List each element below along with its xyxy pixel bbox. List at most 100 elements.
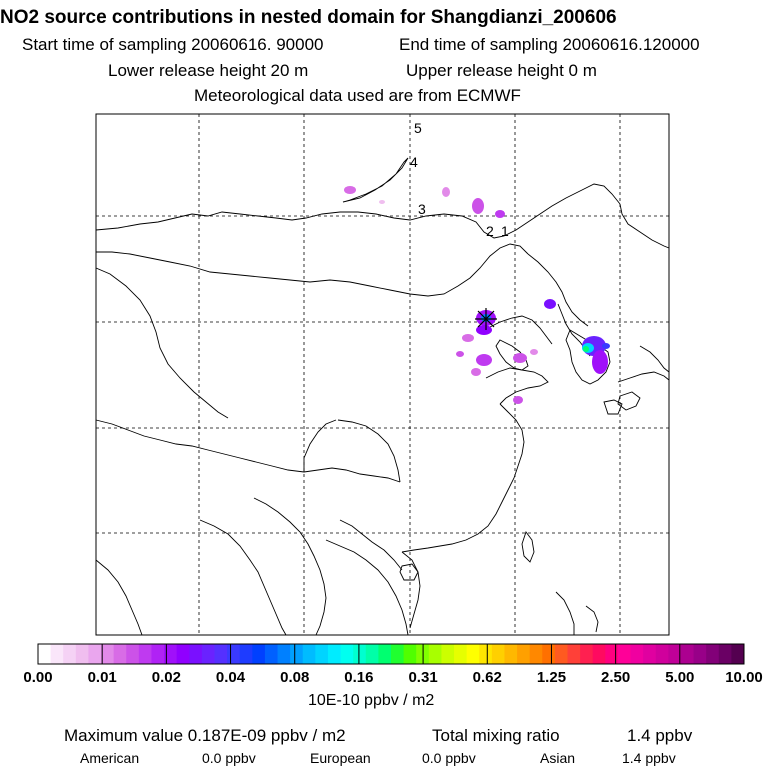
start-time-label: Start time of sampling 20060616. 90000 <box>22 35 324 54</box>
colorbar-tick-label: 0.00 <box>23 669 53 686</box>
colorbar-swatch <box>655 644 669 664</box>
colorbar-swatch <box>580 644 594 664</box>
asian-label: Asian <box>540 750 576 766</box>
plume-blob <box>513 396 523 404</box>
map-frame <box>95 113 670 636</box>
colorbar-swatch <box>189 644 203 664</box>
receptor-marker <box>475 308 497 330</box>
colorbar-swatch <box>277 644 291 664</box>
plume-blob <box>544 299 556 309</box>
colorbar-swatch <box>126 644 140 664</box>
colorbar-swatch <box>353 644 367 664</box>
colorbar-swatch <box>239 644 253 664</box>
colorbar <box>37 643 745 665</box>
colorbar-swatch <box>605 644 619 664</box>
colorbar-swatch <box>592 644 606 664</box>
end-time-label: End time of sampling 20060616.120000 <box>399 35 700 54</box>
plume-blob <box>456 351 464 357</box>
plume-blob <box>592 350 608 374</box>
colorbar-swatch <box>554 644 568 664</box>
european-value: 0.0 ppbv <box>422 750 476 766</box>
contour-label-3: 3 <box>418 201 426 217</box>
colorbar-swatch <box>340 644 354 664</box>
plume-blob <box>462 334 474 342</box>
colorbar-tick-label: 10.00 <box>725 669 763 686</box>
plume-blob <box>442 187 450 197</box>
colorbar-tick-label: 2.50 <box>601 669 631 686</box>
maximum-value: Maximum value 0.187E-09 ppbv / m2 <box>64 726 346 745</box>
colorbar-swatch <box>668 644 682 664</box>
plume-blob <box>471 368 481 376</box>
colorbar-swatch <box>227 644 241 664</box>
colorbar-tick-label: 0.62 <box>472 669 502 686</box>
colorbar-swatch <box>75 644 89 664</box>
colorbar-swatch <box>264 644 279 664</box>
trajectory-labels: 5 4 3 2 1 <box>410 120 509 239</box>
american-label: American <box>80 750 140 766</box>
colorbar-swatch <box>542 644 556 664</box>
colorbar-swatch <box>731 644 745 664</box>
map-title: NO2 source contributions in nested domai… <box>0 7 617 28</box>
plume-blob <box>513 353 527 363</box>
colorbar-tick-label: 0.04 <box>215 669 246 686</box>
colorbar-swatch <box>176 644 190 664</box>
plume-blob <box>344 186 356 194</box>
colorbar-swatch <box>315 644 329 664</box>
colorbar-swatch <box>617 644 632 664</box>
colorbar-swatch <box>252 644 266 664</box>
meteorological-data-label: Meteorological data used are from ECMWF <box>194 86 521 105</box>
colorbar-swatch <box>378 644 392 664</box>
colorbar-swatch <box>504 644 518 664</box>
contour-label-5: 5 <box>414 120 422 136</box>
colorbar-swatch <box>290 644 304 664</box>
colorbar-swatch <box>113 644 127 664</box>
plume-blob <box>476 325 492 335</box>
american-value: 0.0 ppbv <box>202 750 256 766</box>
graticule <box>96 114 669 635</box>
colorbar-swatch <box>327 644 342 664</box>
colorbar-swatch <box>88 644 102 664</box>
colorbar-swatch <box>214 644 228 664</box>
colorbar-swatch <box>479 644 493 664</box>
colorbar-swatch <box>201 644 215 664</box>
contour-label-1: 1 <box>501 223 509 239</box>
colorbar-swatch <box>706 644 720 664</box>
colorbar-swatch <box>302 644 316 664</box>
total-mixing-ratio-value: 1.4 ppbv <box>627 726 693 745</box>
colorbar-tick-label: 0.31 <box>408 669 438 686</box>
plume-blob <box>472 198 484 214</box>
colorbar-swatch <box>567 644 581 664</box>
colorbar-tick-label: 0.02 <box>151 669 181 686</box>
colorbar-tick-label: 0.16 <box>344 669 374 686</box>
european-label: European <box>310 750 371 766</box>
colorbar-swatch <box>441 644 455 664</box>
plume-blob <box>476 354 492 366</box>
colorbar-swatch <box>38 644 52 664</box>
colorbar-swatch <box>365 644 379 664</box>
colorbar-swatch <box>643 644 657 664</box>
colorbar-swatch <box>63 644 77 664</box>
plume-blob <box>530 349 538 355</box>
colorbar-swatch <box>466 644 480 664</box>
colorbar-tick-label: 5.00 <box>665 669 695 686</box>
plume-blob <box>602 343 610 349</box>
lower-release-height: Lower release height 20 m <box>108 61 309 80</box>
colorbar-swatch <box>718 644 732 664</box>
colorbar-swatch <box>403 644 417 664</box>
colorbar-swatch <box>680 644 695 664</box>
colorbar-swatch <box>164 644 178 664</box>
colorbar-tick-label: 0.01 <box>87 669 117 686</box>
contour-label-4: 4 <box>410 154 418 170</box>
colorbar-swatch <box>693 644 707 664</box>
colorbar-frame <box>37 643 745 665</box>
colorbar-swatch <box>138 644 152 664</box>
total-mixing-ratio-label: Total mixing ratio <box>432 726 560 745</box>
colorbar-swatch <box>454 644 468 664</box>
colorbar-swatch <box>50 644 64 664</box>
colorbar-swatch <box>428 644 442 664</box>
colorbar-units: 10E-10 ppbv / m2 <box>308 692 435 709</box>
colorbar-swatch <box>517 644 531 664</box>
colorbar-swatch <box>491 644 505 664</box>
colorbar-swatch <box>151 644 165 664</box>
